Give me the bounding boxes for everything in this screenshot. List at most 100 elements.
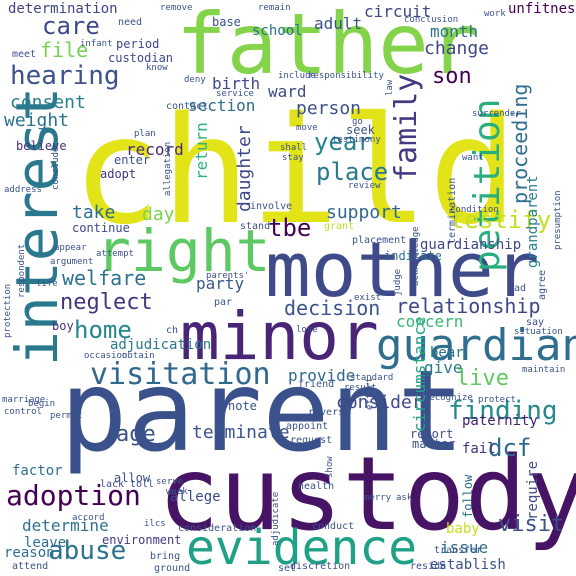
word-ask: ask — [396, 493, 413, 503]
word-know: know — [146, 63, 168, 73]
word-testimony: testimony — [332, 135, 381, 145]
word-place: place — [316, 158, 389, 186]
word-serve: serve — [156, 477, 184, 487]
word-exist: exist — [354, 293, 382, 303]
word-father: father — [176, 0, 480, 93]
word-week: week — [166, 487, 188, 497]
word-adult: adult — [314, 14, 363, 33]
word-live: live — [456, 366, 509, 391]
word-allegation: allegation — [163, 141, 173, 196]
word-responsibility: responsibility — [308, 71, 384, 81]
word-recognize: recognize — [424, 393, 473, 403]
word-visitation: visitation — [90, 357, 271, 392]
word-attend: attend — [12, 561, 49, 572]
word-lack: lack — [100, 479, 125, 490]
word-merry: merry — [364, 493, 392, 503]
word-life: life — [36, 279, 58, 289]
word-consideration: consideration — [178, 523, 257, 534]
word-change: change — [424, 38, 490, 59]
word-concern: concern — [396, 312, 464, 331]
word-toll: toll — [130, 479, 155, 490]
word-base: base — [212, 15, 241, 29]
word-say: say — [526, 317, 545, 328]
word-surrender: surrender — [472, 109, 521, 119]
word-acknowledge: acknowledge — [411, 226, 421, 286]
word-guardian: guardian — [376, 320, 576, 371]
word-ground: ground — [154, 563, 191, 574]
word-appear: appear — [54, 243, 87, 253]
word-remain: remain — [258, 3, 291, 13]
word-home: home — [74, 316, 132, 344]
word-record: record — [126, 140, 184, 159]
word-begin: begin — [28, 399, 56, 409]
word-permit: permit — [50, 411, 83, 421]
word-adoption: adoption — [6, 479, 141, 512]
word-dcf: dcf — [488, 434, 532, 462]
word-care: care — [42, 12, 100, 40]
word-ad: ad — [514, 283, 527, 294]
word-fail: fail — [462, 441, 496, 457]
word-child: child — [72, 85, 518, 257]
word-set: set — [278, 563, 297, 574]
word-conclusion: conclusion — [404, 15, 459, 25]
word-allege: allege — [170, 489, 221, 505]
word-go: go — [352, 117, 363, 127]
word-need: need — [118, 17, 143, 28]
word-ward: ward — [268, 82, 307, 101]
word-maintain: maintain — [522, 365, 566, 375]
word-standard: standard — [350, 373, 394, 383]
word-follow: follow — [461, 474, 475, 518]
word-reverse: reverse — [308, 407, 351, 418]
word-leave: leave — [24, 535, 67, 551]
word-note: note — [228, 399, 257, 413]
word-reason: reason — [4, 545, 55, 561]
word-plan: plan — [134, 129, 156, 139]
word-stand: stand — [240, 221, 271, 232]
word-report: report — [410, 427, 454, 441]
word-baby: baby — [446, 521, 480, 537]
word-issue: issue — [440, 538, 489, 557]
word-finding: finding — [448, 396, 558, 426]
word-want: want — [462, 153, 484, 163]
word-guardianship: guardianship — [420, 237, 522, 253]
word-ch: ch — [166, 325, 179, 336]
word-indicate: indicate — [384, 249, 442, 263]
word-return: return — [192, 122, 211, 180]
word-minor: minor — [180, 298, 379, 375]
word-adjudicate: adjudicate — [271, 491, 281, 546]
word-judge: judge — [393, 268, 403, 296]
word-period: period — [116, 37, 160, 51]
word-shall: shall — [280, 143, 308, 153]
word-believe: believe — [16, 139, 67, 153]
word-determine: determine — [22, 516, 109, 535]
word-attempt: attempt — [96, 249, 134, 259]
word-terminate: terminate — [192, 422, 290, 443]
word-factor: factor — [12, 463, 63, 479]
word-day: day — [142, 204, 175, 225]
word-par: par — [214, 297, 233, 308]
word-remove: remove — [160, 3, 193, 13]
word-testify: testify — [450, 206, 552, 234]
word-involve: involve — [250, 201, 293, 212]
word-son: son — [432, 64, 472, 89]
word-request: request — [290, 435, 333, 446]
word-section: section — [188, 96, 256, 115]
word-love: love — [296, 325, 318, 335]
word-marriage: marriage — [2, 395, 46, 405]
word-custody: custody — [158, 435, 576, 554]
word-parents': parents' — [206, 271, 250, 281]
word-review: review — [348, 181, 381, 191]
word-contact: contact — [166, 101, 209, 112]
word-person: person — [296, 98, 362, 119]
word-visit: visit — [498, 512, 565, 537]
word-agree: agree — [537, 269, 548, 300]
word-grandparent: grandparent — [525, 175, 541, 268]
word-adopt: adopt — [100, 167, 137, 181]
word-discretion: discretion — [290, 561, 351, 572]
word-accord: accord — [72, 513, 105, 523]
word-consent: consent — [10, 92, 86, 113]
word-party: party — [196, 274, 245, 293]
word-custodian: custodian — [108, 51, 174, 65]
